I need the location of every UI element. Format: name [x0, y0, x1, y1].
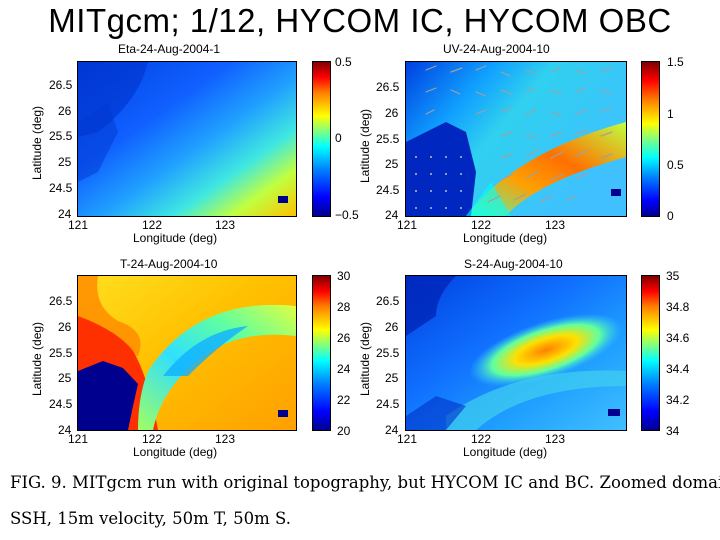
cbar-tick: −0.5 — [335, 208, 359, 222]
x-tick: 122 — [471, 218, 492, 232]
cbar-tick: 1.5 — [667, 55, 684, 69]
colorbar-t — [312, 275, 331, 431]
map-eta — [77, 61, 297, 217]
x-tick: 121 — [68, 432, 89, 446]
y-tick: 26 — [385, 106, 399, 120]
cbar-tick: 0 — [335, 131, 342, 145]
x-tick: 122 — [142, 218, 163, 232]
cbar-tick: 0 — [667, 209, 674, 223]
panel-title-t: T-24-Aug-2004-10 — [120, 257, 218, 271]
y-axis-label: Latitude (deg) — [358, 108, 372, 183]
x-tick: 123 — [215, 218, 236, 232]
velocity-dots — [415, 156, 462, 209]
y-tick: 24.5 — [49, 397, 73, 411]
y-tick: 24 — [58, 423, 72, 437]
y-tick: 25.5 — [49, 129, 73, 143]
cbar-tick: 34.6 — [666, 331, 690, 345]
y-axis-label: Latitude (deg) — [30, 321, 44, 396]
map-s — [405, 275, 627, 431]
x-tick: 123 — [545, 432, 566, 446]
y-axis-label: Latitude (deg) — [358, 321, 372, 396]
land-patch — [608, 409, 620, 416]
land-patch — [611, 189, 621, 196]
y-tick: 26.5 — [49, 294, 73, 308]
y-tick: 24 — [58, 207, 72, 221]
y-tick: 26.5 — [49, 78, 73, 92]
cbar-tick: 35 — [666, 269, 680, 283]
panel-title-uv: UV-24-Aug-2004-10 — [443, 42, 550, 56]
y-tick: 26.5 — [376, 294, 400, 308]
y-tick: 24.5 — [376, 183, 400, 197]
x-axis-label: Longitude (deg) — [133, 445, 218, 459]
x-tick: 121 — [397, 218, 418, 232]
cbar-tick: 34.8 — [666, 300, 690, 314]
panel-title-s: S-24-Aug-2004-10 — [464, 257, 563, 271]
panel-title-eta: Eta-24-Aug-2004-1 — [118, 42, 221, 56]
y-tick: 25 — [385, 157, 399, 171]
colorbar-uv — [641, 61, 660, 217]
land-patch — [278, 410, 288, 417]
x-tick: 122 — [471, 432, 492, 446]
x-axis-label: Longitude (deg) — [463, 231, 548, 245]
y-tick: 26 — [58, 104, 72, 118]
colorbar-s — [641, 275, 660, 431]
y-tick: 25.5 — [376, 132, 400, 146]
cbar-tick: 28 — [337, 300, 351, 314]
land-patch — [278, 196, 288, 203]
y-tick: 25 — [58, 155, 72, 169]
cbar-tick: 34.4 — [666, 362, 690, 376]
cbar-tick: 34.2 — [666, 393, 690, 407]
y-tick: 25 — [385, 371, 399, 385]
map-uv — [405, 61, 627, 217]
cbar-tick: 0.5 — [667, 158, 684, 172]
figure-caption-line-2: SSH, 15m velocity, 50m T, 50m S. — [10, 509, 291, 528]
cbar-tick: 22 — [337, 393, 351, 407]
cbar-tick: 24 — [337, 362, 351, 376]
cbar-tick: 34 — [666, 424, 680, 438]
x-tick: 123 — [545, 218, 566, 232]
y-tick: 24.5 — [49, 181, 73, 195]
y-tick: 24.5 — [376, 397, 400, 411]
cbar-tick: 26 — [337, 331, 351, 345]
slide-title: MITgcm; 1/12, HYCOM IC, HYCOM OBC — [48, 2, 672, 39]
cbar-tick: 30 — [337, 269, 351, 283]
figure-caption-line-1: FIG. 9. MITgcm run with original topogra… — [10, 473, 720, 492]
y-tick: 25.5 — [376, 346, 400, 360]
cbar-tick: 1 — [667, 107, 674, 121]
colorbar-eta — [312, 61, 331, 217]
cbar-tick: 0.5 — [335, 55, 352, 69]
map-t — [77, 275, 297, 431]
y-tick: 24 — [385, 208, 399, 222]
x-tick: 123 — [215, 432, 236, 446]
y-tick: 25.5 — [49, 346, 73, 360]
x-tick: 122 — [142, 432, 163, 446]
velocity-vectors — [425, 65, 613, 203]
y-axis-label: Latitude (deg) — [30, 105, 44, 180]
y-tick: 25 — [58, 371, 72, 385]
y-tick: 26.5 — [376, 80, 400, 94]
y-tick: 24 — [385, 423, 399, 437]
x-tick: 121 — [68, 218, 89, 232]
x-tick: 121 — [397, 432, 418, 446]
x-axis-label: Longitude (deg) — [133, 231, 218, 245]
y-tick: 26 — [58, 320, 72, 334]
cbar-tick: 20 — [337, 424, 351, 438]
y-tick: 26 — [385, 320, 399, 334]
x-axis-label: Longitude (deg) — [463, 445, 548, 459]
